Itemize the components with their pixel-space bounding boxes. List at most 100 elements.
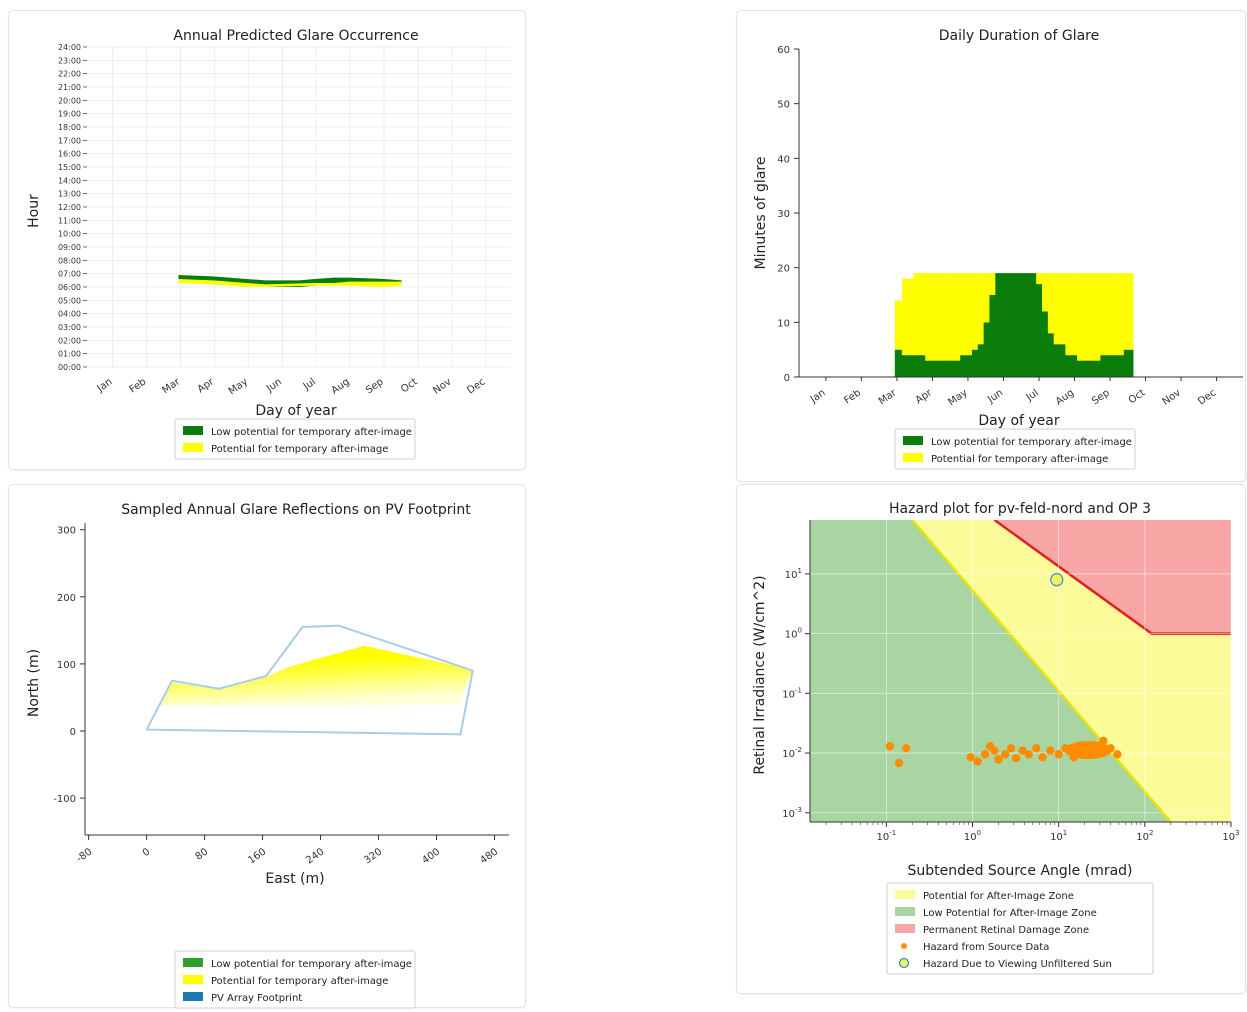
x-tick-label: Aug <box>330 376 352 396</box>
pv-footprint-outline <box>145 624 474 736</box>
bar-potential <box>989 273 996 295</box>
legend-marker <box>898 957 910 969</box>
bar-low-potential <box>1042 311 1049 377</box>
y-tick-label: 01:00 <box>58 350 81 359</box>
bar-potential <box>936 273 949 361</box>
x-tick-label: Jun <box>985 387 1005 406</box>
y-axis-label: Hour <box>26 194 42 228</box>
x-tick-label: Oct <box>1127 387 1148 406</box>
bar-potential <box>1112 273 1125 356</box>
y-tick-label: 11:00 <box>58 216 81 225</box>
x-axis-label: Subtended Source Angle (mrad) <box>907 863 1132 879</box>
pv-footprint-panel: Sampled Annual Glare Reflections on PV F… <box>8 484 526 1009</box>
hazard-point <box>1113 750 1122 759</box>
hazard-point <box>1001 750 1010 759</box>
y-tick-label: 300 <box>57 526 76 537</box>
bar-low-potential <box>1053 344 1066 377</box>
legend-swatch <box>183 975 203 984</box>
x-tick-label: Jun <box>264 376 284 395</box>
bar-low-potential <box>995 273 1008 377</box>
daily-duration-panel: Daily Duration of Glare Day of year Minu… <box>736 10 1246 482</box>
x-tick-label: 160 <box>246 846 268 866</box>
x-tick-label: Apr <box>914 387 935 406</box>
legend-swatch <box>183 958 203 967</box>
x-tick-label: Mar <box>160 376 182 396</box>
bar-low-potential <box>936 360 949 377</box>
bar-potential <box>1065 273 1078 356</box>
hazard-legend-entry-4: Hazard Due to Viewing Unfiltered Sun <box>923 959 1112 970</box>
y-tick-label: 14:00 <box>58 176 81 185</box>
bar-low-potential <box>1065 355 1078 377</box>
bar-potential <box>894 300 903 350</box>
legend-swatch <box>895 907 915 916</box>
y-tick-label: 10-2 <box>782 746 802 760</box>
glare-band-series-1 <box>178 279 402 287</box>
bar-potential <box>1042 273 1049 312</box>
y-tick-label: 03:00 <box>58 323 81 332</box>
bar-low-potential <box>925 360 938 377</box>
x-tick-label: Feb <box>842 387 863 406</box>
bar-low-potential <box>983 322 990 377</box>
y-tick-label: 12:00 <box>58 203 81 212</box>
y-tick-label: 10 <box>777 318 790 329</box>
retinal-damage-zone <box>994 520 1231 634</box>
chart-title: Daily Duration of Glare <box>939 28 1099 44</box>
x-tick-label: Mar <box>877 387 899 407</box>
y-tick-label: 17:00 <box>58 136 81 145</box>
x-tick-label: Aug <box>1054 387 1076 407</box>
hazard-legend-entry-1: Low Potential for After-Image Zone <box>923 908 1097 919</box>
y-tick-label: 10-1 <box>782 686 802 700</box>
hazard-point <box>980 750 990 759</box>
y-tick-label: 30 <box>777 209 790 220</box>
x-tick-label: 480 <box>478 846 500 866</box>
x-tick-label: Sep <box>1090 387 1112 407</box>
legend-box <box>886 882 1154 975</box>
hazard-plot-panel: Hazard plot for pv-feld-nord and OP 3 Su… <box>736 484 1246 994</box>
bar-low-potential <box>1123 349 1134 377</box>
y-tick-label: 21:00 <box>58 83 81 92</box>
bar-potential <box>1036 273 1043 285</box>
bar-low-potential <box>1077 360 1090 377</box>
x-axis-label: Day of year <box>255 403 337 419</box>
y-tick-label: 40 <box>777 154 790 165</box>
y-tick-label: 19:00 <box>58 110 81 119</box>
bar-low-potential <box>977 344 984 377</box>
y-tick-label: 08:00 <box>58 256 81 265</box>
hazard-legend-entry-2: Permanent Retinal Damage Zone <box>923 925 1089 936</box>
bar-potential <box>960 273 973 356</box>
daily-legend-entry-1: Potential for temporary after-image <box>931 454 1108 465</box>
after-image-boundary-line <box>911 520 1172 822</box>
hazard-point <box>1046 746 1055 755</box>
annual-glare-panel: Annual Predicted Glare Occurrence Day of… <box>8 10 526 470</box>
bar-low-potential <box>971 349 979 377</box>
y-tick-label: 0 <box>70 727 76 738</box>
x-tick-label: 10-1 <box>876 829 896 843</box>
x-tick-label: Nov <box>1160 387 1182 407</box>
pv-footprint-chart: Sampled Annual Glare Reflections on PV F… <box>26 502 509 1009</box>
hazard-point <box>885 742 895 751</box>
hazard-point <box>1018 746 1027 755</box>
chart-title: Annual Predicted Glare Occurrence <box>173 28 418 44</box>
hazard-point <box>1011 753 1021 763</box>
legend-swatch <box>903 453 923 462</box>
daily-legend-entry-0: Low potential for temporary after-image <box>931 437 1132 448</box>
x-tick-label: Dec <box>465 376 487 396</box>
y-tick-label: 06:00 <box>58 283 81 292</box>
footprint-legend-entry-1: Potential for temporary after-image <box>211 976 388 987</box>
y-tick-label: 20:00 <box>58 96 81 105</box>
legend-swatch <box>895 924 915 933</box>
daily-duration-chart: Daily Duration of Glare Day of year Minu… <box>753 28 1243 470</box>
annual-legend-entry-1: Potential for temporary after-image <box>211 444 388 455</box>
y-tick-label: 07:00 <box>58 270 81 279</box>
x-tick-label: Jul <box>1024 387 1041 404</box>
y-tick-label: 00:00 <box>58 363 81 372</box>
legend-swatch <box>903 436 923 445</box>
y-tick-label: 24:00 <box>58 43 81 52</box>
y-tick-label: 22:00 <box>58 70 81 79</box>
footprint-legend-entry-2: PV Array Footprint <box>211 993 302 1004</box>
x-tick-label: Dec <box>1196 387 1218 407</box>
y-tick-label: 100 <box>785 627 802 641</box>
hazard-point <box>894 758 904 768</box>
hazard-point <box>1054 750 1063 759</box>
x-tick-label: May <box>227 376 250 397</box>
